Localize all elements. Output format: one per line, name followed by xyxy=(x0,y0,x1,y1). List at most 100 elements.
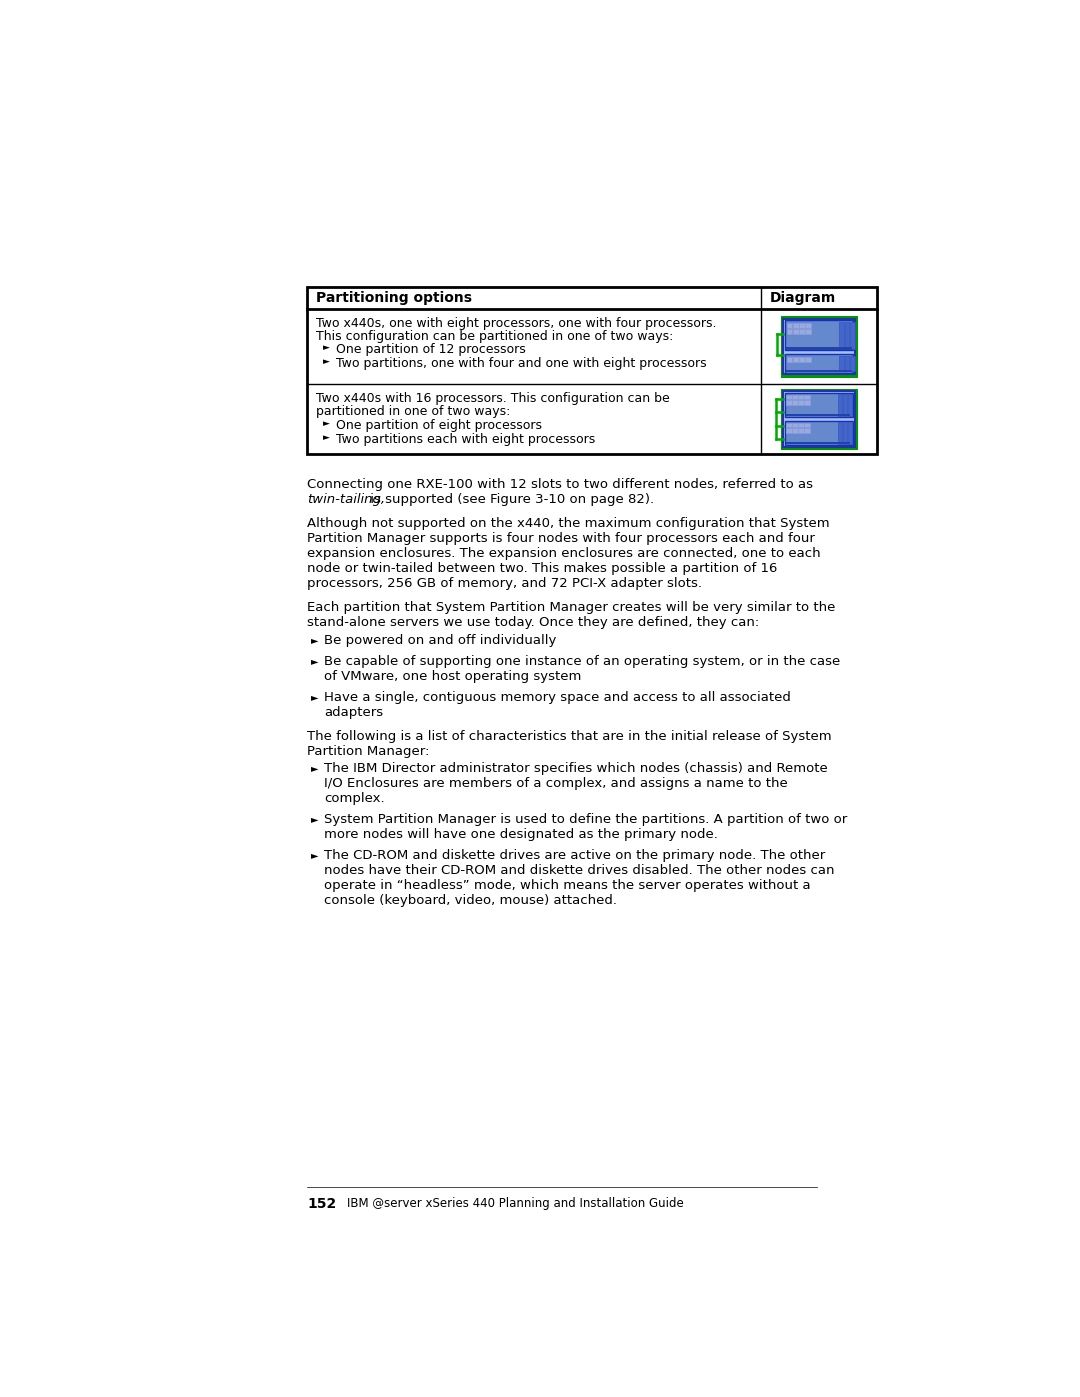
Bar xyxy=(845,355,849,372)
Bar xyxy=(799,328,805,334)
Bar xyxy=(805,427,810,433)
Bar xyxy=(793,328,798,334)
Text: Connecting one RXE-100 with 12 slots to two different nodes, referred to as: Connecting one RXE-100 with 12 slots to … xyxy=(307,478,813,492)
Bar xyxy=(786,395,792,400)
Text: The CD-ROM and diskette drives are active on the primary node. The other: The CD-ROM and diskette drives are activ… xyxy=(324,849,825,862)
Text: The IBM Director administrator specifies which nodes (chassis) and Remote: The IBM Director administrator specifies… xyxy=(324,763,828,775)
Bar xyxy=(850,323,854,349)
Text: Two partitions, one with four and one with eight processors: Two partitions, one with four and one wi… xyxy=(337,358,707,370)
Bar xyxy=(786,441,850,444)
Bar xyxy=(782,317,856,376)
Bar xyxy=(838,422,841,444)
Bar xyxy=(787,323,793,328)
Text: 152: 152 xyxy=(307,1197,336,1211)
Bar xyxy=(786,400,792,405)
Text: console (keyboard, video, mouse) attached.: console (keyboard, video, mouse) attache… xyxy=(324,894,617,907)
Text: ►: ► xyxy=(311,636,319,645)
Text: This configuration can be partitioned in one of two ways:: This configuration can be partitioned in… xyxy=(316,330,674,342)
Bar xyxy=(786,370,851,372)
Bar xyxy=(787,328,793,334)
Bar xyxy=(793,395,798,400)
Text: Although not supported on the x440, the maximum configuration that System: Although not supported on the x440, the … xyxy=(307,517,829,529)
Bar xyxy=(787,356,793,362)
Text: Two x440s with 16 processors. This configuration can be: Two x440s with 16 processors. This confi… xyxy=(316,393,670,405)
Text: Partition Manager supports is four nodes with four processors each and four: Partition Manager supports is four nodes… xyxy=(307,532,815,545)
Bar xyxy=(806,323,811,328)
Text: Be capable of supporting one instance of an operating system, or in the case: Be capable of supporting one instance of… xyxy=(324,655,840,668)
Text: Partitioning options: Partitioning options xyxy=(316,291,472,305)
Bar xyxy=(805,395,810,400)
Bar xyxy=(782,390,856,448)
Bar xyxy=(806,356,811,362)
Bar xyxy=(799,323,805,328)
Text: of VMware, one host operating system: of VMware, one host operating system xyxy=(324,671,581,683)
Text: Diagram: Diagram xyxy=(770,291,836,305)
Bar xyxy=(783,391,854,447)
Bar xyxy=(842,394,847,416)
Text: twin-tailing,: twin-tailing, xyxy=(307,493,386,506)
Text: expansion enclosures. The expansion enclosures are connected, one to each: expansion enclosures. The expansion encl… xyxy=(307,546,821,560)
Bar xyxy=(839,323,843,349)
Text: ►: ► xyxy=(323,358,329,366)
Text: System Partition Manager is used to define the partitions. A partition of two or: System Partition Manager is used to defi… xyxy=(324,813,848,826)
Bar xyxy=(798,423,804,427)
Bar xyxy=(848,394,852,416)
Text: One partition of eight processors: One partition of eight processors xyxy=(337,419,542,432)
Text: node or twin-tailed between two. This makes possible a partition of 16: node or twin-tailed between two. This ma… xyxy=(307,562,778,574)
Text: The following is a list of characteristics that are in the initial release of Sy: The following is a list of characteristi… xyxy=(307,729,832,743)
Bar xyxy=(793,423,798,427)
Text: ►: ► xyxy=(311,692,319,701)
Bar xyxy=(806,328,811,334)
Bar xyxy=(842,422,847,444)
Bar xyxy=(850,355,854,372)
Text: operate in “headless” mode, which means the server operates without a: operate in “headless” mode, which means … xyxy=(324,879,811,891)
Text: ►: ► xyxy=(323,419,329,427)
Bar xyxy=(798,400,804,405)
Text: complex.: complex. xyxy=(324,792,384,806)
Bar xyxy=(786,427,792,433)
Bar xyxy=(848,422,852,444)
Bar xyxy=(805,400,810,405)
Text: ►: ► xyxy=(323,433,329,441)
Text: more nodes will have one designated as the primary node.: more nodes will have one designated as t… xyxy=(324,828,718,841)
Bar xyxy=(786,346,851,349)
Text: Have a single, contiguous memory space and access to all associated: Have a single, contiguous memory space a… xyxy=(324,692,791,704)
Text: One partition of 12 processors: One partition of 12 processors xyxy=(337,344,526,356)
Bar xyxy=(845,323,849,349)
Bar xyxy=(785,393,853,418)
Bar xyxy=(785,353,853,373)
Bar xyxy=(839,355,843,372)
Text: Be powered on and off individually: Be powered on and off individually xyxy=(324,634,556,647)
Text: Two x440s, one with eight processors, one with four processors.: Two x440s, one with eight processors, on… xyxy=(316,317,717,330)
Text: processors, 256 GB of memory, and 72 PCI-X adapter slots.: processors, 256 GB of memory, and 72 PCI… xyxy=(307,577,702,590)
Bar xyxy=(798,395,804,400)
Text: adapters: adapters xyxy=(324,705,383,719)
Text: Two partitions each with eight processors: Two partitions each with eight processor… xyxy=(337,433,596,446)
Text: I/O Enclosures are members of a complex, and assigns a name to the: I/O Enclosures are members of a complex,… xyxy=(324,778,787,791)
Text: Each partition that System Partition Manager creates will be very similar to the: Each partition that System Partition Man… xyxy=(307,601,836,613)
Text: ►: ► xyxy=(311,814,319,824)
Bar xyxy=(785,320,853,351)
Bar xyxy=(786,414,850,416)
Bar xyxy=(838,394,841,416)
Bar xyxy=(805,423,810,427)
Bar xyxy=(799,356,805,362)
Bar xyxy=(793,356,798,362)
Text: is supported (see Figure 3-10 on page 82).: is supported (see Figure 3-10 on page 82… xyxy=(365,493,653,506)
Text: Partition Manager:: Partition Manager: xyxy=(307,745,430,757)
Text: ►: ► xyxy=(323,344,329,352)
Text: stand-alone servers we use today. Once they are defined, they can:: stand-alone servers we use today. Once t… xyxy=(307,616,759,629)
Bar xyxy=(785,420,853,446)
Text: ►: ► xyxy=(311,657,319,666)
Bar xyxy=(783,319,854,374)
Text: ►: ► xyxy=(311,763,319,773)
Text: nodes have their CD-ROM and diskette drives disabled. The other nodes can: nodes have their CD-ROM and diskette dri… xyxy=(324,863,835,877)
Text: IBM @server xSeries 440 Planning and Installation Guide: IBM @server xSeries 440 Planning and Ins… xyxy=(348,1197,684,1210)
Text: partitioned in one of two ways:: partitioned in one of two ways: xyxy=(316,405,511,418)
Bar xyxy=(793,323,798,328)
Text: ►: ► xyxy=(311,849,319,859)
Bar xyxy=(307,286,877,454)
Bar xyxy=(793,400,798,405)
Bar xyxy=(798,427,804,433)
Bar xyxy=(786,423,792,427)
